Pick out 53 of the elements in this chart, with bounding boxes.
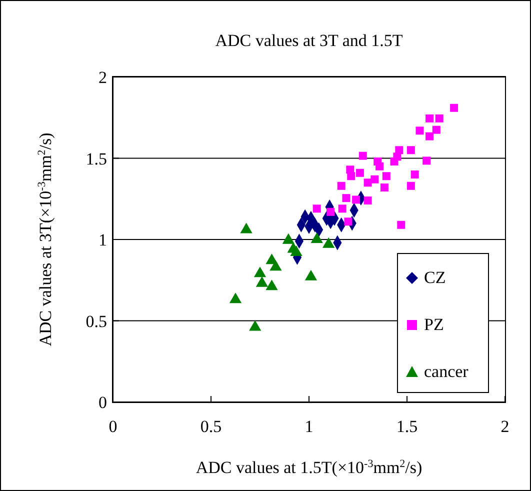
x-axis-title: ADC values at 1.5T(×10$^{-3}$mm$^{2}$/s) <box>196 458 422 477</box>
x-tick-label: 2 <box>500 417 510 436</box>
point <box>426 114 434 122</box>
point <box>422 156 431 165</box>
point <box>347 172 356 180</box>
point <box>344 218 352 226</box>
point <box>266 280 278 290</box>
x-tick-label: 0.5 <box>200 417 222 436</box>
point <box>254 266 266 278</box>
legend-label: cancer <box>424 362 468 382</box>
point <box>426 132 434 140</box>
point <box>380 184 388 192</box>
x-tick-label: 1 <box>304 417 314 436</box>
point <box>290 245 302 256</box>
point <box>364 178 372 187</box>
point <box>229 292 242 304</box>
point <box>342 194 350 202</box>
legend-label: CZ <box>424 268 446 288</box>
point <box>406 146 415 154</box>
point <box>376 162 384 170</box>
point <box>382 172 390 180</box>
point <box>435 114 444 122</box>
point <box>406 182 415 190</box>
point <box>282 233 294 244</box>
point <box>390 158 398 166</box>
point <box>256 276 268 287</box>
point <box>358 152 367 160</box>
y-tick-label: 1 <box>98 230 107 250</box>
point <box>310 232 323 244</box>
point <box>338 204 346 213</box>
point <box>416 126 424 135</box>
y-tick-label: 1.5 <box>86 149 107 168</box>
point <box>312 204 321 213</box>
point <box>322 237 335 248</box>
point <box>410 170 419 178</box>
chart-title: ADC values at 3T and 1.5T <box>215 31 404 50</box>
point <box>326 208 335 216</box>
point <box>352 196 360 204</box>
point <box>397 220 406 229</box>
point <box>356 168 364 177</box>
point <box>337 182 346 190</box>
y-tick-label: 2 <box>98 68 107 88</box>
point <box>304 270 318 280</box>
point <box>270 260 282 271</box>
point <box>240 222 252 234</box>
point <box>450 104 458 112</box>
y-tick-label: 0 <box>98 393 107 412</box>
legend-label: PZ <box>424 315 444 335</box>
point <box>249 320 262 331</box>
point <box>364 196 372 204</box>
y-tick-label: 0.5 <box>86 312 107 331</box>
x-tick-label: 1.5 <box>396 417 418 436</box>
point <box>432 126 440 134</box>
